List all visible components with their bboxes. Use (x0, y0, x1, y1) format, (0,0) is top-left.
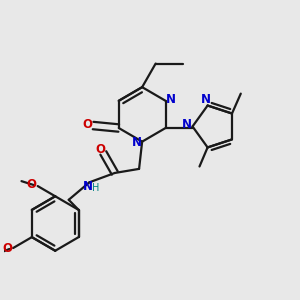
Text: N: N (166, 93, 176, 106)
Text: O: O (82, 118, 93, 131)
Text: N: N (83, 180, 93, 193)
Text: N: N (182, 118, 192, 131)
Text: N: N (201, 94, 211, 106)
Text: N: N (132, 136, 142, 149)
Text: H: H (92, 183, 100, 193)
Text: O: O (27, 178, 37, 191)
Text: O: O (95, 143, 105, 156)
Text: O: O (2, 242, 12, 256)
